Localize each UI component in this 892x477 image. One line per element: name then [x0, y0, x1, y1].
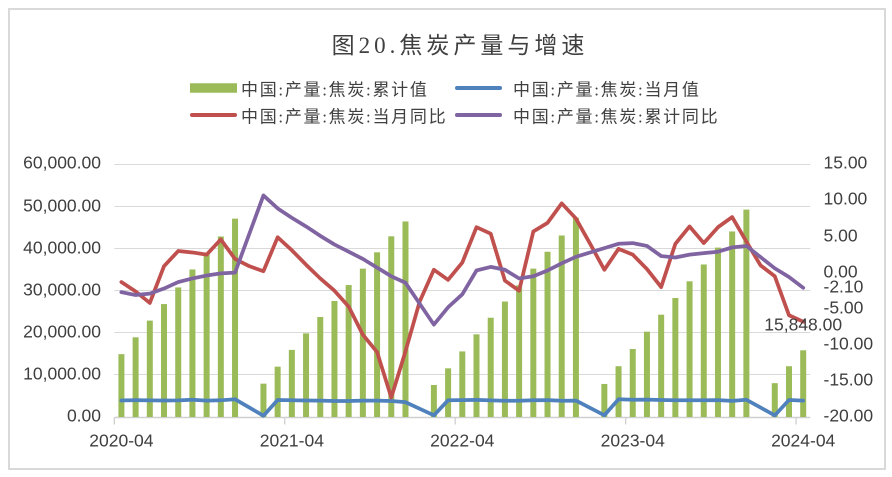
bar — [643, 331, 650, 417]
bar — [501, 301, 508, 417]
bar — [189, 269, 196, 417]
chart-title: 图20.焦炭产量与增速 — [331, 33, 589, 58]
x-axis-label: 2024-04 — [771, 430, 836, 451]
bar — [132, 337, 139, 417]
x-axis-label: 2023-04 — [600, 430, 665, 451]
legend-label: 中国:产量:焦炭:累计同比 — [513, 107, 720, 126]
bar — [771, 383, 778, 417]
y-axis-left-label: 60,000.00 — [23, 153, 101, 174]
bar — [530, 268, 537, 417]
y-axis-left-label: 30,000.00 — [23, 279, 101, 300]
bar — [161, 304, 168, 417]
bar — [658, 314, 665, 417]
legend-swatch-line — [454, 112, 502, 117]
bar — [345, 285, 352, 417]
legend-swatch-bar — [190, 83, 237, 93]
bar — [629, 349, 636, 417]
series-line — [119, 193, 806, 327]
legend-swatch-line — [190, 112, 237, 117]
bar — [445, 368, 452, 417]
x-axis-label: 2022-04 — [430, 430, 495, 451]
bar — [203, 253, 210, 417]
bar — [601, 383, 608, 417]
y-axis-right-label: -15.00 — [823, 369, 874, 390]
y-axis-left-label: 40,000.00 — [23, 237, 101, 258]
bar — [430, 385, 437, 417]
chart-border — [8, 8, 886, 470]
bar — [729, 231, 736, 417]
line-data-label: -2.10 — [823, 276, 864, 297]
bar — [700, 264, 707, 417]
legend-swatch-line — [454, 86, 502, 90]
bar — [274, 366, 281, 417]
bar — [672, 297, 679, 417]
x-axis-label: 2020-04 — [89, 430, 154, 451]
bar — [175, 287, 182, 417]
bar — [146, 320, 153, 417]
y-axis-left-label: 10,000.00 — [23, 363, 101, 384]
bar — [288, 349, 295, 417]
legend-label: 中国:产量:焦炭:累计值 — [241, 80, 429, 100]
y-axis-right-label: -10.00 — [823, 333, 874, 354]
bar — [686, 281, 693, 417]
bar — [743, 209, 750, 417]
x-axis-label: 2021-04 — [259, 430, 324, 451]
bar — [317, 316, 324, 417]
series-line — [119, 201, 806, 400]
y-axis-right-label: 15.00 — [823, 153, 868, 174]
legend-label: 中国:产量:焦炭:当月同比 — [241, 107, 448, 126]
bar — [402, 221, 409, 417]
bar — [544, 251, 551, 417]
bar — [359, 268, 366, 417]
y-axis-right-label: 5.00 — [823, 225, 858, 246]
series-line — [119, 397, 806, 418]
legend-label: 中国:产量:焦炭:当月值 — [513, 80, 701, 100]
bar — [118, 354, 125, 417]
y-axis-right-label: 10.00 — [823, 189, 868, 210]
bar — [615, 366, 622, 417]
bar — [714, 247, 721, 417]
y-axis-left-label: 0.00 — [66, 405, 101, 426]
bar — [785, 366, 792, 417]
bar — [487, 317, 494, 417]
bar — [232, 218, 239, 417]
bar — [260, 383, 267, 417]
bar — [303, 333, 310, 417]
bar — [374, 252, 381, 417]
bar — [800, 350, 807, 417]
bar — [572, 217, 579, 417]
y-axis-right-label: 0.00 — [823, 261, 858, 282]
bar — [217, 236, 224, 417]
bar — [558, 235, 565, 417]
bar — [388, 236, 395, 417]
y-axis-right-label: -20.00 — [823, 405, 874, 426]
bar — [473, 334, 480, 417]
y-axis-right-label: -5.00 — [823, 297, 864, 318]
y-axis-left-label: 50,000.00 — [23, 195, 101, 216]
bar — [331, 300, 338, 417]
y-axis-left-label: 20,000.00 — [23, 321, 101, 342]
bar — [516, 285, 523, 417]
bar — [459, 351, 466, 417]
bar-data-label: 15,848.00 — [764, 314, 843, 335]
